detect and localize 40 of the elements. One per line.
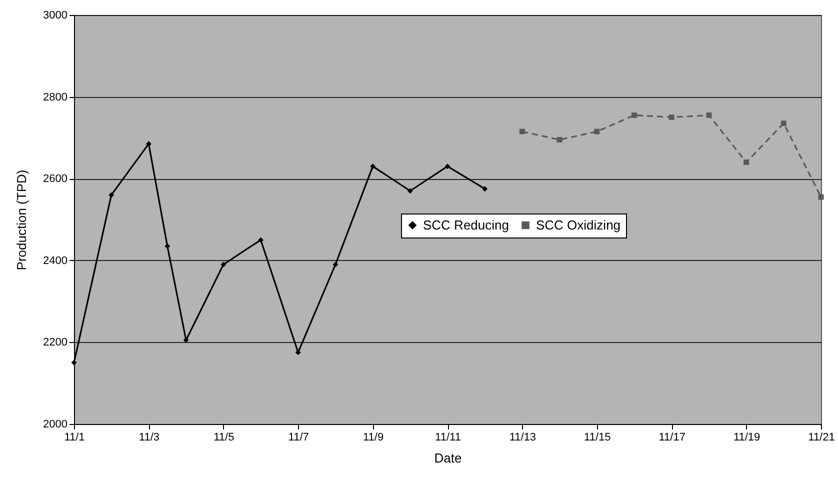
point xyxy=(108,192,114,198)
x-tick-label: 11/5 xyxy=(214,432,234,444)
y-tick-label: 3000 xyxy=(43,10,68,22)
x-tick-label: 11/15 xyxy=(584,432,611,444)
point xyxy=(556,137,562,142)
x-tick-label: 11/11 xyxy=(435,432,461,444)
point xyxy=(519,128,525,134)
point xyxy=(295,350,301,356)
y-tick-label: 2200 xyxy=(43,336,68,349)
x-tick-label: 11/13 xyxy=(509,432,536,444)
x-tick-label: 11/3 xyxy=(138,432,160,444)
point xyxy=(71,360,77,366)
point xyxy=(146,141,152,147)
legend-label: SCC Oxidizing xyxy=(536,217,621,232)
point xyxy=(258,237,264,243)
legend-label: SCC Reducing xyxy=(423,217,509,232)
point xyxy=(370,164,376,170)
point xyxy=(407,188,413,194)
point xyxy=(744,160,750,165)
x-tick-label: 11/7 xyxy=(288,432,309,444)
y-tick-label: 2400 xyxy=(43,254,68,267)
point xyxy=(444,164,450,170)
y-tick-label: 2800 xyxy=(43,91,68,104)
point xyxy=(706,112,712,118)
point xyxy=(332,262,338,268)
y-tick-label: 2600 xyxy=(43,173,68,186)
x-tick-label: 11/19 xyxy=(733,432,760,444)
y-tick-label: 2000 xyxy=(43,418,68,430)
x-tick-label: 11/21 xyxy=(808,432,835,444)
point xyxy=(220,262,226,268)
point xyxy=(632,112,637,118)
point xyxy=(780,120,786,126)
point xyxy=(482,186,488,192)
x-tick-label: 11/9 xyxy=(363,432,384,444)
x-tick-label: 11/1 xyxy=(64,432,85,444)
x-tick-label: 11/17 xyxy=(658,432,686,444)
point xyxy=(594,128,600,134)
y-axis-title: Production (TPD) xyxy=(14,170,30,270)
x-axis-title: Date xyxy=(434,450,462,466)
point xyxy=(668,114,674,120)
